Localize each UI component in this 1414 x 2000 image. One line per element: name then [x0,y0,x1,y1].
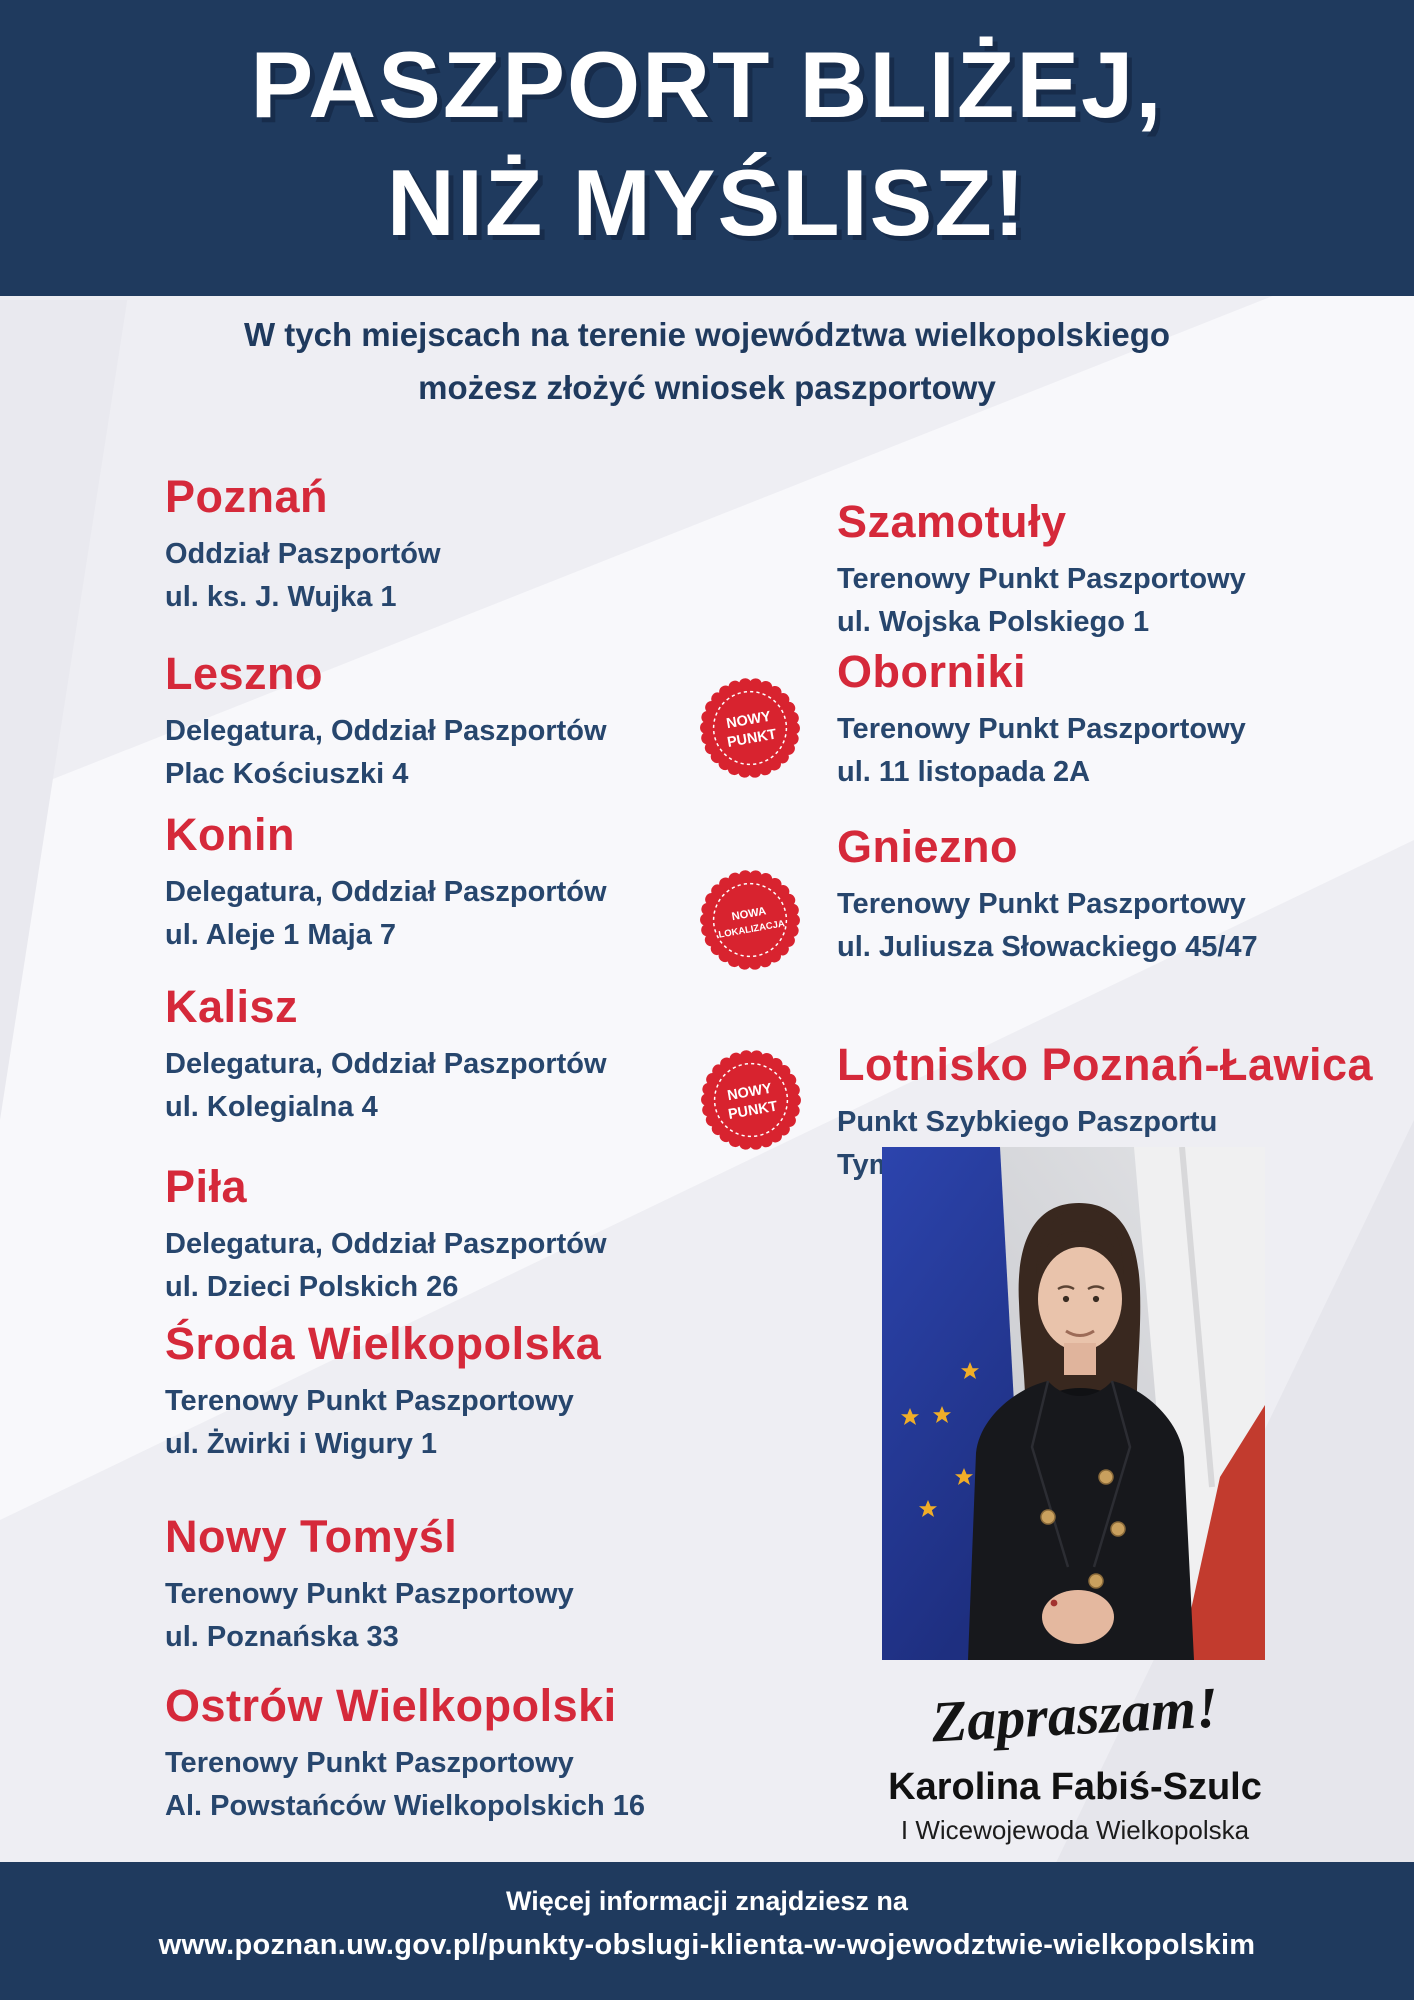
signature-name: Karolina Fabiś-Szulc [888,1766,1262,1808]
poster-title-line2: NIŻ MYŚLISZ! [386,150,1028,255]
address-line2: Plac Kościuszki 4 [165,758,409,790]
address-line1: Delegatura, Oddział Paszportów [165,876,607,908]
intro-text: W tych miejscach na terenie województwa … [0,308,1414,414]
address-line1: Terenowy Punkt Paszportowy [165,1578,574,1610]
signature-role: I Wicewojewoda Wielkopolska [900,1815,1250,1845]
footer-url: www.poznan.uw.gov.pl/punkty-obslugi-klie… [158,1929,1256,1961]
intro-text-line2: możesz złożyć wniosek paszportowy [418,369,996,406]
address-line2: ul. Wojska Polskiego 1 [837,606,1150,638]
footer-info-text: Więcej informacji znajdziesz na [506,1886,908,1916]
address-line1: Oddział Paszportów [165,538,441,570]
address-line1: Delegatura, Oddział Paszportów [165,715,607,747]
address-line1: Delegatura, Oddział Paszportów [165,1048,607,1080]
address-line2: ul. Juliusza Słowackiego 45/47 [837,931,1258,963]
location-item-sroda-wielkopolska: Środa Wielkopolska Terenowy Punkt Paszpo… [165,1317,601,1466]
signature-block: Zapraszam! Karolina Fabiś-Szulc I Wicewo… [855,1675,1295,1846]
portrait-graphic [882,1147,1265,1660]
location-item-kalisz: Kalisz Delegatura, Oddział Paszportów ul… [165,980,607,1129]
new-point-badge-lotnisko: NOWY PUNKT [695,1044,807,1156]
address-line1: Terenowy Punkt Paszportowy [837,563,1246,595]
address-line2: ul. Poznańska 33 [165,1621,399,1653]
badge-text-line1: NOWA [731,905,767,923]
location-item-poznan: Poznań Oddział Paszportów ul. ks. J. Wuj… [165,470,441,619]
location-item-nowy-tomysl: Nowy Tomyśl Terenowy Punkt Paszportowy u… [165,1510,574,1659]
city-heading: Lotnisko Poznań-Ławica [837,1039,1374,1090]
seal-starburst-icon: NOWY PUNKT [700,678,800,778]
poster-title-line1: PASZPORT BLIŻEJ, [250,32,1164,137]
location-item-konin: Konin Delegatura, Oddział Paszportów ul.… [165,808,607,957]
location-item-ostrow-wielkopolski: Ostrów Wielkopolski Terenowy Punkt Paszp… [165,1679,645,1828]
city-heading: Konin [165,809,295,860]
address-line1: Delegatura, Oddział Paszportów [165,1228,607,1260]
city-heading: Środa Wielkopolska [165,1318,602,1369]
address-line2: ul. 11 listopada 2A [837,756,1091,788]
seal-starburst-icon: NOWA LOKALIZACJA [700,870,800,970]
location-item-gniezno: Gniezno Terenowy Punkt Paszportowy ul. J… [837,820,1258,969]
location-item-szamotuly: Szamotuły Terenowy Punkt Paszportowy ul.… [837,495,1246,644]
badge-text-line1: NOWY [726,1081,773,1105]
city-heading: Szamotuły [837,496,1067,547]
address-line2: ul. Kolegialna 4 [165,1091,378,1123]
signature-script: Zapraszam! [930,1674,1220,1755]
portrait-photo [882,1147,1265,1660]
address-line1: Terenowy Punkt Paszportowy [837,713,1246,745]
person-graphic [968,1203,1194,1660]
new-point-badge-oborniki: NOWY PUNKT [694,672,806,784]
new-location-badge-gniezno: NOWA LOKALIZACJA [694,864,806,976]
address-line2: ul. Żwirki i Wigury 1 [165,1428,438,1460]
intro-text-line1: W tych miejscach na terenie województwa … [243,316,1171,353]
city-heading: Nowy Tomyśl [165,1511,458,1562]
address-line2: ul. Aleje 1 Maja 7 [165,919,397,951]
city-heading: Gniezno [837,821,1018,872]
badge-text-line1: NOWY [725,709,772,733]
address-line2: ul. ks. J. Wujka 1 [165,581,397,613]
poland-flag-icon [1134,1147,1265,1660]
city-heading: Leszno [165,648,324,699]
footer-banner: Więcej informacji znajdziesz na www.pozn… [0,1862,1414,2000]
address-line1: Terenowy Punkt Paszportowy [837,888,1246,920]
address-line2: ul. Dzieci Polskich 26 [165,1271,459,1303]
header-banner: PASZPORT BLIŻEJ, NIŻ MYŚLISZ! [0,0,1414,296]
seal-starburst-icon: NOWY PUNKT [701,1050,801,1150]
city-heading: Oborniki [837,646,1027,697]
location-item-oborniki: Oborniki Terenowy Punkt Paszportowy ul. … [837,645,1246,794]
address-line2: Al. Powstańców Wielkopolskich 16 [165,1790,645,1822]
location-item-pila: Piła Delegatura, Oddział Paszportów ul. … [165,1160,607,1309]
city-heading: Piła [165,1161,248,1212]
city-heading: Ostrów Wielkopolski [165,1680,617,1731]
city-heading: Kalisz [165,981,299,1032]
location-item-leszno: Leszno Delegatura, Oddział Paszportów Pl… [165,647,607,796]
city-heading: Poznań [165,471,329,522]
address-line1: Terenowy Punkt Paszportowy [165,1385,574,1417]
address-line1: Terenowy Punkt Paszportowy [165,1747,574,1779]
